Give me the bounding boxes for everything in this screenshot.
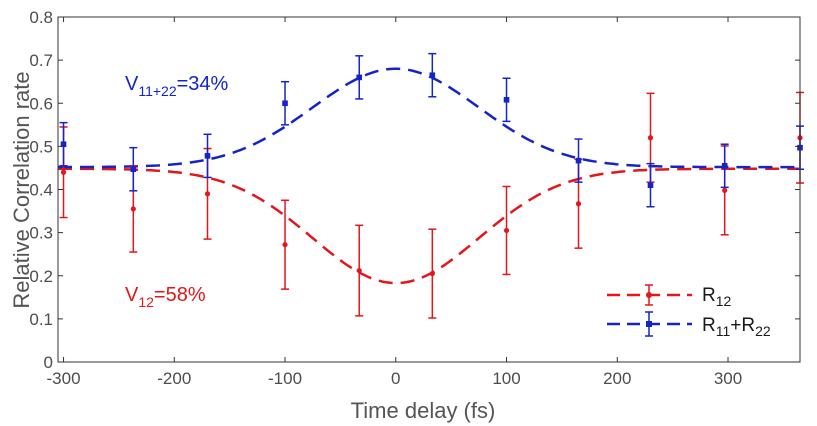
legend-entry-r11-r22: R11+R22 (607, 311, 771, 339)
svg-text:R11+R22: R11+R22 (702, 315, 771, 339)
fit-curves (58, 67, 799, 285)
data-point-circle (130, 206, 136, 212)
legend-marker-r11-r22 (646, 321, 652, 327)
x-tick-label: 100 (492, 369, 520, 388)
data-point-square (647, 182, 654, 188)
legend-label-r22-sub: 22 (755, 323, 771, 339)
visibility-annotation-12: V12=58% (125, 284, 206, 310)
x-axis-title: Time delay (fs) (351, 398, 496, 423)
x-tick-label: -300 (47, 369, 81, 388)
data-point-circle (60, 169, 67, 175)
visibility-annotation-sum-main: V (125, 73, 139, 95)
svg-text:R12: R12 (702, 285, 732, 309)
y-tick-label: 0.1 (29, 310, 53, 329)
x-axis: -300 -200 -100 0 100 200 300 (47, 17, 742, 388)
data-point-square (429, 72, 436, 79)
data-point-circle (356, 267, 362, 274)
x-tick-label: 0 (391, 369, 400, 388)
y-tick-label: 0.6 (29, 94, 53, 113)
legend: R12 R11+R22 (607, 284, 771, 339)
data-point-circle (575, 201, 582, 207)
x-tick-label: -100 (268, 369, 302, 388)
legend-label-r12-main: R (702, 285, 716, 306)
legend-label-r12-sub: 12 (716, 293, 732, 309)
plot-frame (57, 16, 801, 363)
data-point-circle (282, 242, 288, 248)
visibility-annotation-sum-sub: 11+22 (138, 83, 176, 99)
data-point-circle (647, 135, 654, 141)
data-point-square (60, 141, 67, 148)
visibility-annotation-sum-rest: =34% (177, 73, 229, 95)
x-tick-label: 200 (603, 369, 631, 388)
y-tick-label: 0.7 (29, 51, 53, 70)
legend-label-plus-r: +R (730, 315, 755, 336)
legend-label-r11-main: R (702, 315, 716, 336)
y-axis: 0 0.1 0.2 0.3 0.4 0.5 0.6 0.7 0.8 (29, 8, 800, 372)
visibility-annotation-12-main: V (125, 284, 139, 306)
legend-entry-r12: R12 (607, 284, 732, 309)
data-point-square (356, 74, 363, 81)
y-tick-label: 0.3 (29, 224, 53, 243)
data-point-square (575, 157, 582, 164)
data-point-square (204, 153, 211, 159)
data-point-circle (503, 227, 510, 234)
y-tick-label: 0.2 (29, 267, 53, 286)
visibility-annotation-12-sub: 12 (138, 294, 154, 310)
x-tick-label: 300 (714, 369, 742, 388)
fit-curve-series-0 (58, 167, 799, 285)
legend-label-r11-sub: 11 (716, 323, 731, 339)
x-tick-label: -200 (157, 369, 191, 388)
data-point-square (503, 97, 510, 103)
y-tick-label: 0.8 (29, 8, 53, 27)
data-point-square (130, 166, 137, 173)
visibility-annotation-sum: V11+22=34% (125, 73, 229, 99)
data-point-circle (204, 191, 211, 197)
y-tick-label: 0.5 (29, 137, 53, 156)
data-point-square (282, 100, 288, 107)
data-point-square (721, 162, 728, 169)
y-tick-label: 0.4 (29, 181, 53, 200)
fit-curve-series-1 (58, 67, 799, 169)
y-axis-title: Relative Correlation rate (9, 71, 34, 308)
data-point-circle (722, 187, 728, 193)
legend-marker-r12 (646, 292, 652, 298)
visibility-annotation-12-rest: =58% (154, 284, 206, 306)
y-tick-label: 0 (44, 353, 53, 372)
data-point-circle (429, 270, 435, 277)
